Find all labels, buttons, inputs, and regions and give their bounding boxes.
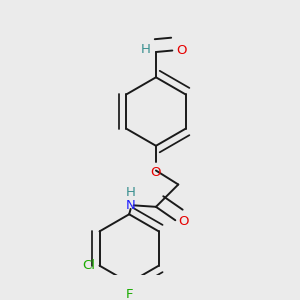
Text: N: N (126, 199, 136, 212)
Text: O: O (178, 215, 189, 228)
Text: H: H (141, 43, 151, 56)
Text: F: F (125, 287, 133, 300)
Text: Cl: Cl (82, 259, 95, 272)
Text: O: O (151, 166, 161, 179)
Text: O: O (176, 44, 186, 57)
Text: H: H (126, 186, 136, 199)
